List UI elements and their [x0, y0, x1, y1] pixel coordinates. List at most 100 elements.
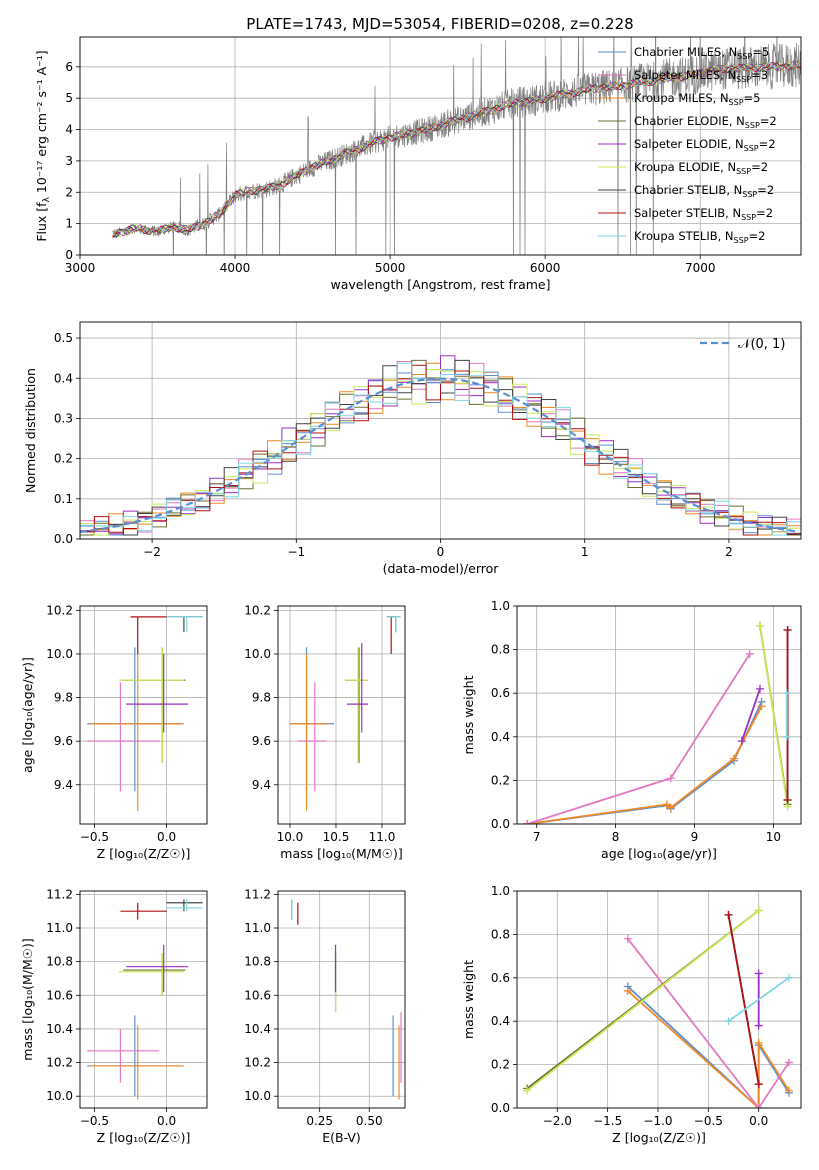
residual-histogram: [80, 369, 801, 536]
weight-marker: [666, 803, 675, 812]
y-tick-label: 0.0: [491, 1101, 510, 1115]
errorbar-point: [118, 647, 184, 763]
y-tick-label: 9.6: [54, 734, 73, 748]
legend-label: Salpeter MILES, NSSP=3: [634, 68, 768, 84]
legend-sub: SSP: [734, 236, 749, 245]
legend-sub: SSP: [729, 98, 744, 107]
weight-marker: [523, 820, 532, 824]
axes-frame: [79, 321, 802, 540]
y-axis-label: Flux [fλ 10⁻¹⁷ erg cm⁻² s⁻¹ A⁻¹]: [34, 50, 52, 241]
weight-marker: [623, 986, 632, 995]
errorbar-point: [386, 616, 401, 633]
x-tick-label: 10.0: [277, 830, 304, 844]
x-tick-label: 4000: [220, 261, 251, 275]
y-axis-label: age [log₁₀(age/yr)]: [20, 657, 35, 773]
x-tick-label: 2: [725, 545, 733, 559]
panel-spectrum: 3000 4000 5000 6000 7000 0 1 2 3 4 5 6 wavelength [A…: [34, 36, 802, 292]
legend-text: Kroupa ELODIE, N: [634, 160, 736, 174]
x-axis-label: Z [log₁₀(Z/Z☉)]: [97, 1130, 191, 1145]
y-tick-label: 0.4: [491, 1014, 510, 1028]
x-axis-label: (data-model)/error: [383, 561, 500, 576]
y-tick-label: 10.6: [244, 988, 271, 1002]
y-axis-label: Normed distribution: [23, 368, 38, 493]
x-tick-label: −1.5: [593, 1114, 622, 1128]
residual-histogram: [80, 364, 801, 536]
figure-title: PLATE=1743, MJD=53054, FIBERID=0208, z=0…: [246, 15, 633, 33]
legend-label: Chabrier ELODIE, NSSP=2: [634, 114, 777, 130]
weight-line: [527, 705, 763, 824]
x-tick-label: 7000: [685, 261, 716, 275]
y-tick-label: 10.6: [46, 988, 73, 1002]
legend-text: =2: [757, 183, 774, 197]
panel-weight_vs_Z: −2.0 −1.5 −1.0 −0.5 0.0 0.0 0.2 0.4 0.6 0.8 1.0 Z […: [461, 884, 802, 1145]
weight-marker: [782, 689, 791, 698]
y-tick-label: 1.0: [491, 599, 510, 613]
grid: [80, 891, 207, 1108]
x-tick-label: 10.5: [323, 830, 350, 844]
grid: [80, 606, 207, 824]
y-tick-label: 0.0: [491, 817, 510, 831]
errorbar-point: [118, 953, 184, 996]
axes-frame: [277, 605, 406, 825]
y-tick-label: 6: [65, 60, 73, 74]
y-tick-label: 10.4: [244, 1022, 271, 1036]
model-spectrum: [112, 60, 801, 235]
weight-marker: [783, 796, 792, 805]
weight-marker: [754, 969, 763, 978]
y-tick-label: 1.0: [491, 884, 510, 898]
y-tick-label: 10.2: [244, 603, 271, 617]
x-tick-label: −1: [287, 545, 305, 559]
axes-frame: [79, 36, 802, 256]
legend-text: Kroupa STELIB, N: [634, 229, 734, 243]
errorbar-point: [87, 682, 160, 792]
y-tick-label: 10.0: [244, 647, 271, 661]
weight-line: [527, 653, 751, 824]
x-tick-label: 9: [691, 830, 699, 844]
y-tick-label: 9.4: [54, 778, 73, 792]
y-axis-label: mass weight: [461, 675, 476, 754]
y-tick-label: 0.2: [491, 773, 510, 787]
errorbar-point: [123, 953, 186, 996]
weight-marker: [666, 774, 675, 783]
x-axis-label: E(B-V): [322, 1130, 361, 1145]
x-tick-label: −1.0: [643, 1114, 672, 1128]
weight-marker: [755, 684, 764, 693]
panel-age_vs_mass: 10.0 10.5 11.0 9.4 9.6 9.8 10.0 10.2 mass [log₁₀…: [244, 603, 406, 861]
x-axis-label: mass [log₁₀(M/M☉)]: [280, 846, 402, 861]
y-axis-label: mass [log₁₀(M/M☉)]: [20, 938, 35, 1060]
x-tick-label: 0.50: [356, 1114, 383, 1128]
axes-frame: [79, 605, 208, 825]
legend-label: Kroupa STELIB, NSSP=2: [634, 229, 765, 245]
chart-layer: 3000 4000 5000 6000 7000 0 1 2 3 4 5 6 wavelength [A…: [20, 36, 802, 1145]
y-tick-label: 9.8: [252, 691, 271, 705]
weight-marker: [754, 1038, 763, 1047]
observed-spectrum: [112, 37, 801, 255]
weight-marker: [754, 1080, 763, 1089]
y-tick-label: 0.4: [54, 371, 73, 385]
plot-area: [87, 616, 203, 811]
y-label-part: 10⁻¹⁷ erg cm⁻² s⁻¹ A⁻¹]: [34, 50, 49, 197]
weight-line: [627, 938, 790, 1108]
y-tick-label: 0.2: [491, 1058, 510, 1072]
legend-label: Salpeter STELIB, NSSP=2: [634, 206, 773, 222]
x-tick-label: 0.25: [306, 1114, 333, 1128]
legend-text: =2: [759, 137, 776, 151]
x-axis-label: wavelength [Angstrom, rest frame]: [330, 277, 550, 292]
y-label-sub: λ: [42, 196, 52, 202]
axes-frame: [516, 890, 802, 1109]
weight-marker: [737, 737, 746, 746]
axes-frame: [516, 605, 802, 825]
y-label-part: Flux [f: [34, 202, 49, 242]
weight-line: [727, 914, 760, 1085]
errorbar-point: [87, 1028, 160, 1083]
legend-sub: SSP: [745, 121, 760, 130]
errorbar-point: [166, 616, 203, 633]
y-tick-label: 0.5: [54, 331, 73, 345]
x-tick-label: −2: [143, 545, 161, 559]
y-tick-label: 0.6: [491, 971, 510, 985]
legend-text: Chabrier ELODIE, N: [634, 114, 745, 128]
y-tick-label: 5: [65, 91, 73, 105]
legend-text: Salpeter ELODIE, N: [634, 137, 744, 151]
legend-label: Salpeter ELODIE, NSSP=2: [634, 137, 776, 153]
